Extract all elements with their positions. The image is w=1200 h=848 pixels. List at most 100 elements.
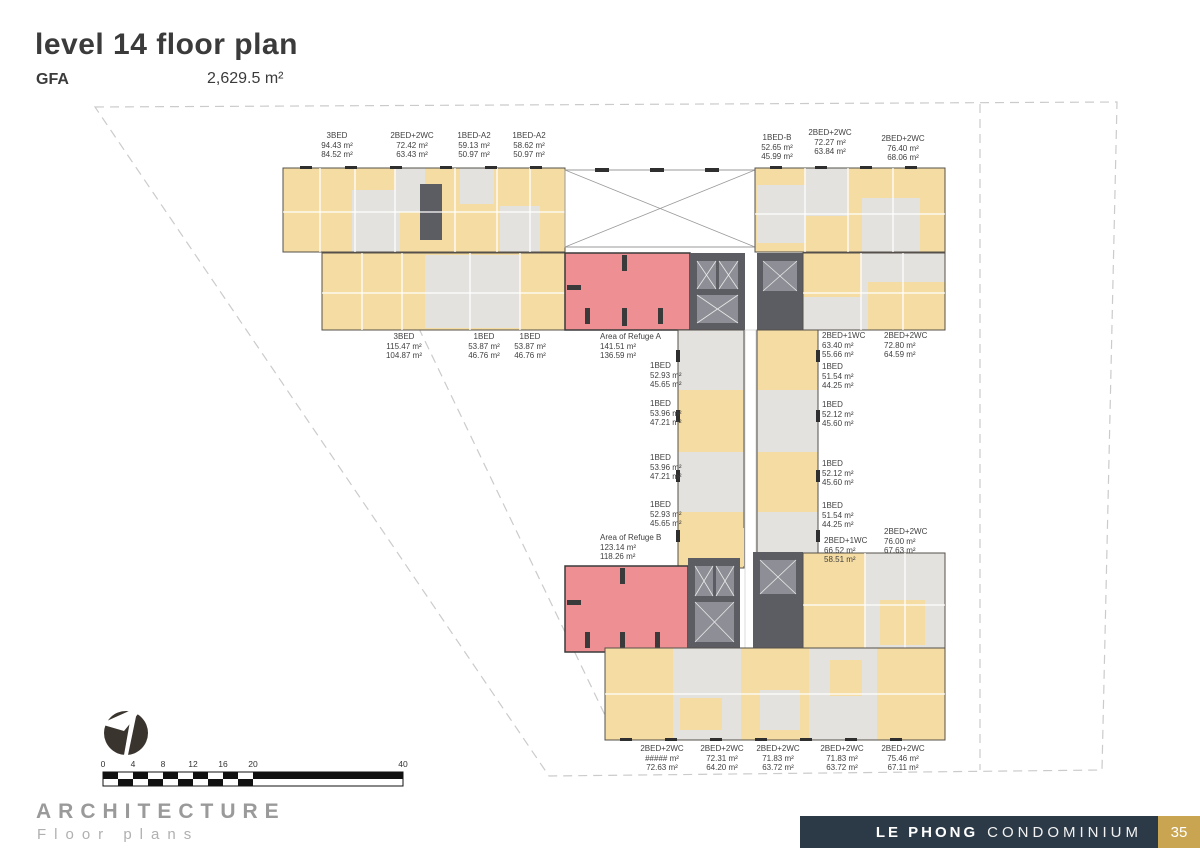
project-type: CONDOMINIUM [987,823,1142,841]
unit-label: 1BED 52.12 m² 45.60 m² [822,400,854,429]
unit-type: 1BED [650,453,671,462]
unit-type: 2BED+2WC [756,744,800,753]
unit-label: 2BED+2WC 76.40 m² 68.06 m² [881,134,924,163]
building-band2-right [802,252,946,331]
unit-label: 2BED+2WC 71.83 m² 63.72 m² [756,744,799,773]
unit-type: 1BED [473,332,495,341]
unit-label: 2BED+2WC 72.42 m² 63.43 m² [390,131,433,160]
unit-label: 2BED+2WC 71.83 m² 63.72 m² [820,744,863,773]
unit-area-gross: 53.87 m² [468,341,500,351]
unit-area-net: 45.65 m² [650,519,682,529]
unit-area-net: 58.51 m² [824,555,856,565]
unit-label: 1BED 52.12 m² 45.60 m² [822,459,854,488]
unit-area-gross: 72.80 m² [884,340,916,350]
unit-area-gross: 141.51 m² [600,341,637,351]
unit-area-gross: 72.27 m² [814,137,846,147]
unit-area-gross: 51.54 m² [822,371,854,381]
unit-area-net: 55.66 m² [822,350,854,360]
unit-type: 3BED [326,131,348,140]
scale-tick: 4 [130,759,136,769]
unit-label: 3BED 115.47 m² 104.87 m² [386,332,422,361]
unit-label: 1BED-B 52.65 m² 45.99 m² [761,133,793,162]
unit-label: 2BED+1WC 63.40 m² 55.66 m² [822,331,865,360]
unit-type: 2BED+2WC [881,744,925,753]
unit-area-net: 45.65 m² [650,380,682,390]
unit-label: Area of Refuge A 141.51 m² 136.59 m² [600,332,661,361]
unit-area-net: 45.60 m² [822,478,854,488]
unit-area-net: 47.21 m² [650,472,682,482]
unit-type: 1BED [519,332,541,341]
building-mid-right-column [756,329,820,569]
unit-area-gross: 52.93 m² [650,509,682,519]
building-top-wing-right [754,167,946,253]
unit-area-net: 63.84 m² [814,147,846,157]
architecture-logo-icon [100,703,148,755]
project-name: LE PHONG [875,823,979,841]
unit-type: 2BED+1WC [822,331,866,340]
unit-type: 1BED-B [762,133,792,142]
unit-area-gross: 53.87 m² [514,341,546,351]
unit-label: 1BED-A2 58.62 m² 50.97 m² [512,131,545,160]
unit-label: 2BED+2WC 75.46 m² 67.11 m² [881,744,924,773]
unit-area-net: 45.99 m² [761,152,793,162]
unit-type: 1BED [822,501,843,510]
unit-area-net: 50.97 m² [513,150,545,160]
unit-label: 2BED+1WC 66.52 m² 58.51 m² [824,536,867,565]
unit-type: 2BED+1WC [824,536,868,545]
unit-area-net: 50.97 m² [458,150,490,160]
unit-type: 2BED+2WC [700,744,744,753]
unit-area-gross: 72.31 m² [706,753,738,763]
gfa-label: GFA [36,71,69,88]
unit-type: 1BED-A2 [512,131,546,140]
studio-tagline: Floor plans [37,826,200,843]
unit-label: 1BED 52.93 m² 45.65 m² [650,361,682,390]
unit-label: 1BED 51.54 m² 44.25 m² [822,501,854,530]
unit-area-gross: 66.52 m² [824,545,856,555]
unit-label: 2BED+2WC 72.80 m² 64.59 m² [884,331,927,360]
building-top-wing-left [282,167,566,253]
scale-tick: 40 [398,759,408,769]
building-bottom-wing [604,647,946,741]
refuge-a-block [564,252,691,331]
refuge-b-block [564,565,689,653]
unit-type: 2BED+2WC [820,744,864,753]
unit-area-gross: 53.96 m² [650,462,682,472]
void-area [564,168,756,248]
unit-area-gross: 123.14 m² [600,542,637,552]
elevator-core-b [688,552,803,652]
unit-label: Area of Refuge B 123.14 m² 118.26 m² [600,533,661,562]
unit-area-net: 72.63 m² [646,763,678,773]
page-title: level 14 floor plan [35,28,298,61]
scale-tick: 12 [188,759,198,769]
building-band2-left [321,252,566,331]
unit-type: 1BED [822,459,843,468]
unit-label: 1BED 53.96 m² 47.21 m² [650,453,682,482]
page-number: 35 [1158,816,1200,848]
unit-label: 1BED 51.54 m² 44.25 m² [822,362,854,391]
unit-area-net: 46.76 m² [514,351,546,361]
unit-area-net: 64.59 m² [884,350,916,360]
unit-label: 1BED 53.87 m² 46.76 m² [468,332,500,361]
unit-area-gross: 71.83 m² [762,753,794,763]
unit-type: 2BED+2WC [808,128,852,137]
unit-area-net: 136.59 m² [600,351,637,361]
unit-area-net: 44.25 m² [822,520,854,530]
unit-type: 2BED+2WC [390,131,434,140]
unit-label: 2BED+2WC 72.31 m² 64.20 m² [700,744,743,773]
unit-type: 2BED+2WC [881,134,925,143]
unit-area-net: 67.11 m² [887,763,919,773]
elevator-core-a [690,253,803,330]
unit-area-gross: 58.62 m² [513,140,545,150]
unit-area-gross: 76.00 m² [884,536,916,546]
unit-label: 1BED 53.87 m² 46.76 m² [514,332,546,361]
unit-area-net: 67.63 m² [884,546,916,556]
unit-type: 2BED+2WC [884,331,928,340]
unit-type: Area of Refuge A [600,332,661,341]
unit-label: 1BED 53.96 m² 47.21 m² [650,399,682,428]
scale-tick: 20 [248,759,258,769]
unit-area-net: 44.25 m² [822,381,854,391]
unit-type: 2BED+2WC [884,527,928,536]
scale-tick: 0 [100,759,106,769]
unit-label: 3BED 94.43 m² 84.52 m² [321,131,353,160]
